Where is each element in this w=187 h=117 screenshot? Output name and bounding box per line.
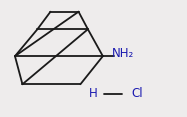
- Text: Cl: Cl: [131, 87, 142, 100]
- Text: NH₂: NH₂: [112, 47, 134, 60]
- Text: H: H: [88, 87, 97, 100]
